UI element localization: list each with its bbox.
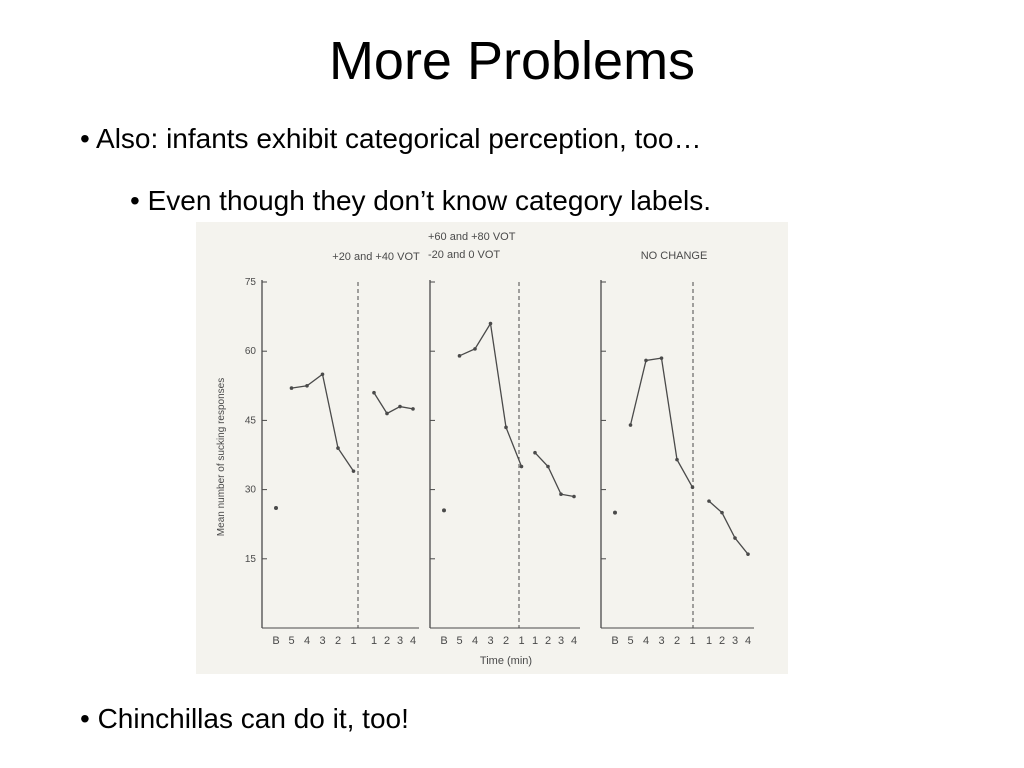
pre-shift-line: [629, 357, 694, 488]
data-point: [398, 404, 402, 409]
data-point: [305, 384, 309, 388]
data-point: [746, 552, 750, 556]
y-tick-label: 15: [245, 554, 257, 565]
panel-title: -20 and 0 VOT: [428, 249, 500, 261]
data-point: [488, 321, 493, 326]
slide-title: More Problems: [328, 31, 696, 91]
data-point: [351, 469, 356, 473]
chart-figure: Mean number of sucking responses Time (mi…: [196, 222, 788, 674]
x-tick-label: B: [440, 635, 447, 647]
bullet-chinchillas: • Chinchillas can do it, too!: [80, 703, 409, 734]
baseline-point: [274, 506, 278, 511]
y-tick-label: 45: [245, 415, 257, 426]
x-tick-label: 2: [503, 635, 509, 647]
x-tick-label: 5: [627, 635, 633, 647]
x-tick-label: 2: [384, 635, 390, 647]
data-point: [644, 358, 648, 363]
data-point: [533, 450, 537, 455]
data-point: [659, 356, 664, 360]
sucking-response-chart: Mean number of sucking responses Time (mi…: [216, 231, 754, 667]
x-tick-label: 5: [456, 635, 462, 647]
panel-title: +20 and +40 VOT: [332, 251, 420, 263]
x-axis-label: Time (min): [480, 655, 532, 667]
x-tick-label: 2: [335, 635, 341, 647]
x-tick-label: 3: [658, 635, 664, 647]
data-point: [372, 390, 376, 395]
data-point: [519, 464, 524, 469]
panel-title: +60 and +80 VOT: [428, 231, 516, 243]
bullet-infants: • Also: infants exhibit categorical perc…: [80, 123, 702, 154]
data-point: [707, 499, 711, 503]
x-tick-label: 4: [571, 635, 577, 647]
x-tick-label: 2: [719, 635, 725, 647]
x-tick-label: 3: [732, 635, 738, 647]
x-tick-label: 1: [371, 635, 377, 647]
data-point: [690, 485, 695, 490]
x-tick-label: 4: [410, 635, 416, 647]
x-tick-label: 1: [706, 635, 712, 647]
y-tick-label: 60: [245, 346, 257, 357]
bullet-category-labels: • Even though they don’t know category l…: [130, 185, 712, 216]
data-point: [504, 425, 508, 430]
data-point: [720, 510, 724, 515]
data-point: [289, 386, 294, 390]
data-point: [336, 446, 340, 450]
post-shift-line: [373, 392, 414, 415]
data-point: [473, 347, 477, 351]
data-point: [628, 423, 633, 427]
data-point: [385, 411, 389, 416]
x-tick-label: 3: [558, 635, 564, 647]
post-shift-line: [708, 500, 749, 555]
x-tick-label: 4: [472, 635, 478, 647]
data-point: [559, 492, 563, 497]
x-tick-label: B: [611, 635, 618, 647]
baseline-point: [613, 510, 617, 515]
data-point: [411, 407, 415, 411]
panel-title: NO CHANGE: [641, 250, 708, 262]
x-tick-label: 2: [674, 635, 680, 647]
x-tick-label: 4: [304, 635, 310, 647]
x-tick-label: 1: [350, 635, 356, 647]
data-point: [733, 536, 737, 540]
y-tick-label: 30: [245, 485, 257, 496]
x-tick-label: 1: [518, 635, 524, 647]
x-tick-label: 4: [745, 635, 751, 647]
data-point: [546, 464, 550, 469]
y-tick-label: 75: [245, 277, 257, 288]
post-shift-line: [534, 452, 575, 498]
x-tick-label: 3: [397, 635, 403, 647]
x-tick-label: 4: [643, 635, 649, 647]
x-tick-label: 1: [689, 635, 695, 647]
data-point: [675, 457, 679, 462]
data-point: [572, 494, 576, 499]
x-tick-label: 3: [487, 635, 493, 647]
x-tick-label: 3: [319, 635, 325, 647]
pre-shift-line: [459, 321, 523, 467]
x-tick-label: 5: [288, 635, 294, 647]
x-tick-label: 2: [545, 635, 551, 647]
data-point: [457, 354, 462, 358]
y-axis-label: Mean number of sucking responses: [216, 378, 227, 536]
data-point: [320, 372, 325, 377]
x-tick-label: B: [272, 635, 279, 647]
x-tick-label: 1: [532, 635, 538, 647]
baseline-point: [442, 508, 446, 513]
pre-shift-line: [291, 373, 355, 472]
